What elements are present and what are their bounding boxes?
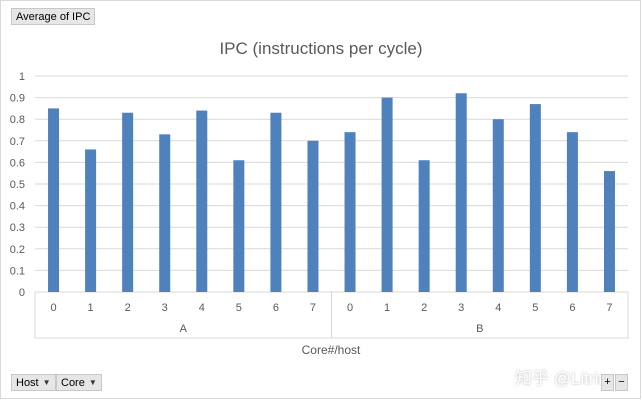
y-tick-label: 0.7 xyxy=(10,136,25,148)
gridlines xyxy=(35,75,628,293)
x-axis-title: Core#/host xyxy=(302,343,361,357)
x-tick-label: 7 xyxy=(310,302,316,314)
x-tick-label: 7 xyxy=(606,302,612,314)
bar xyxy=(122,112,134,292)
y-tick-label: 0.8 xyxy=(10,114,25,126)
host-filter-label: Host xyxy=(16,376,39,389)
zoom-in-button[interactable]: + xyxy=(601,374,614,391)
host-filter-button[interactable]: Host ▼ xyxy=(11,374,56,391)
bar xyxy=(196,110,208,292)
bar xyxy=(307,140,319,292)
x-tick-label: 2 xyxy=(421,302,427,314)
x-tick-label: 0 xyxy=(50,302,56,314)
bar xyxy=(529,104,541,292)
x-tick-label: 4 xyxy=(495,302,501,314)
bar xyxy=(455,93,467,292)
core-filter-label: Core xyxy=(61,376,85,389)
y-tick-label: 0.2 xyxy=(10,244,25,256)
y-tick-label: 0.4 xyxy=(10,201,25,213)
x-tick-label: 6 xyxy=(569,302,575,314)
chevron-down-icon: ▼ xyxy=(42,377,51,387)
bar xyxy=(233,160,245,292)
x-tick-label: 5 xyxy=(236,302,242,314)
y-tick-label: 0.9 xyxy=(10,93,25,105)
zoom-out-button[interactable]: − xyxy=(615,374,628,391)
y-axis-ticks: 0 0.1 0.2 0.3 0.4 0.5 0.6 0.7 0.8 0.9 1 xyxy=(10,71,25,299)
chart-title: IPC (instructions per cycle) xyxy=(219,39,422,58)
y-tick-label: 0.6 xyxy=(10,157,25,169)
value-field-button[interactable]: Average of IPC xyxy=(11,8,96,25)
x-tick-label: 3 xyxy=(162,302,168,314)
core-filter-button[interactable]: Core ▼ xyxy=(56,374,102,391)
bar xyxy=(344,132,356,292)
y-tick-label: 1 xyxy=(19,71,25,83)
x-axis: 0 1 2 3 4 5 6 7 0 1 2 3 4 5 6 7 A B xyxy=(34,292,629,339)
bar xyxy=(603,171,615,292)
y-tick-label: 0.5 xyxy=(10,179,25,191)
watermark: 知乎 @Litrin xyxy=(515,369,608,388)
bars xyxy=(48,93,615,293)
x-tick-label: 2 xyxy=(125,302,131,314)
bar xyxy=(418,160,430,292)
group-label: B xyxy=(476,323,483,335)
bar xyxy=(48,108,60,293)
x-tick-label: 1 xyxy=(88,302,94,314)
x-tick-label: 3 xyxy=(458,302,464,314)
x-tick-label: 6 xyxy=(273,302,279,314)
x-tick-label: 0 xyxy=(347,302,353,314)
bar xyxy=(159,134,171,292)
y-tick-label: 0.3 xyxy=(10,222,25,234)
x-tick-label: 5 xyxy=(532,302,538,314)
bar xyxy=(85,149,97,292)
group-label: A xyxy=(180,323,188,335)
bar xyxy=(381,97,393,292)
chevron-down-icon: ▼ xyxy=(88,377,97,387)
bar xyxy=(270,112,282,292)
y-tick-label: 0.1 xyxy=(10,265,25,277)
bar xyxy=(566,132,578,292)
bar xyxy=(492,119,504,292)
y-tick-label: 0 xyxy=(19,287,25,299)
x-tick-label: 1 xyxy=(384,302,390,314)
x-tick-label: 4 xyxy=(199,302,205,314)
